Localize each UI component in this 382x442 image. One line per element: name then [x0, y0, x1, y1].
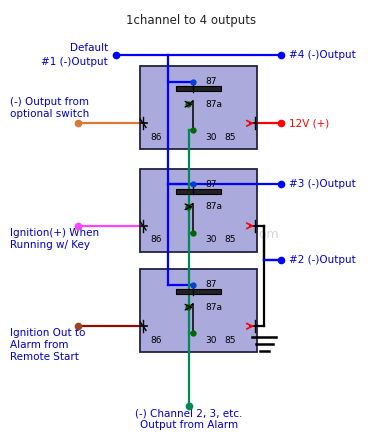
Text: 86: 86	[151, 336, 162, 345]
Text: 87a: 87a	[206, 100, 223, 109]
Text: 86: 86	[151, 133, 162, 142]
Text: 30: 30	[206, 236, 217, 244]
Text: Ignition(+) When
Running w/ Key: Ignition(+) When Running w/ Key	[10, 228, 99, 250]
Text: freelogio.com: freelogio.com	[193, 228, 279, 240]
Bar	[176, 189, 221, 194]
Text: Ignition Out to
Alarm from
Remote Start: Ignition Out to Alarm from Remote Start	[10, 328, 86, 362]
Text: 1channel to 4 outputs: 1channel to 4 outputs	[126, 14, 256, 27]
Text: 87a: 87a	[206, 303, 223, 312]
Bar	[140, 169, 257, 251]
Text: #3 (-)Output: #3 (-)Output	[289, 179, 356, 189]
Text: 85: 85	[225, 133, 236, 142]
Text: 85: 85	[225, 236, 236, 244]
Text: 87: 87	[206, 180, 217, 189]
Text: (-) Output from
optional switch: (-) Output from optional switch	[10, 97, 89, 119]
Text: 87: 87	[206, 77, 217, 86]
Text: #4 (-)Output: #4 (-)Output	[289, 50, 356, 60]
Text: 86: 86	[151, 236, 162, 244]
Bar	[176, 289, 221, 294]
Text: 12V (+): 12V (+)	[289, 118, 329, 128]
Text: 87a: 87a	[206, 202, 223, 211]
Bar	[140, 66, 257, 149]
Text: 87: 87	[206, 280, 217, 289]
Text: 30: 30	[206, 133, 217, 142]
Text: Default: Default	[70, 43, 108, 53]
Text: 30: 30	[206, 336, 217, 345]
Bar	[140, 269, 257, 352]
Text: (-) Channel 2, 3, etc.
Output from Alarm: (-) Channel 2, 3, etc. Output from Alarm	[136, 409, 243, 430]
Text: #2 (-)Output: #2 (-)Output	[289, 255, 356, 265]
Text: #1 (-)Output: #1 (-)Output	[41, 57, 108, 67]
Bar	[176, 86, 221, 91]
Text: 85: 85	[225, 336, 236, 345]
